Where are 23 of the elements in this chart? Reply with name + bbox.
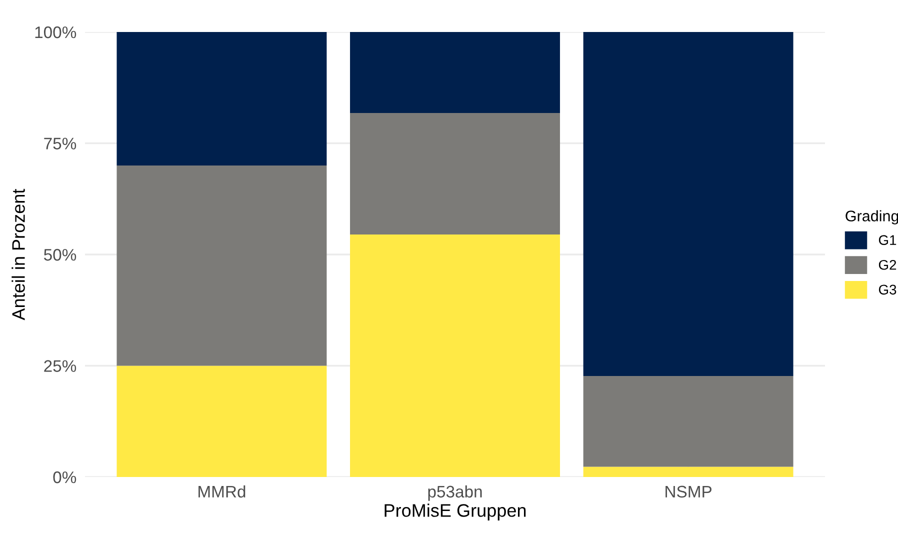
y-tick-label: 75% [44, 138, 76, 150]
y-tick-label: 25% [44, 360, 76, 372]
x-tick-label: NSMP [666, 486, 712, 498]
legend-label: G1 [878, 235, 896, 245]
bar [583, 466, 794, 477]
y-tick-label: 50% [44, 248, 76, 261]
bar [583, 376, 794, 467]
x-axis-title: ProMisE Gruppen [384, 504, 526, 520]
legend-label: G3 [878, 284, 896, 295]
y-axis-title: Anteil in Prozent [12, 188, 25, 320]
bar [583, 32, 794, 376]
bar [116, 32, 327, 166]
x-tick-label: p53abn [428, 485, 482, 501]
y-tick-label: 0% [53, 471, 76, 484]
y-tick-label: 100% [35, 26, 76, 38]
bar [350, 112, 560, 234]
bar [116, 166, 327, 366]
bar [350, 32, 560, 113]
legend-label: G2 [878, 260, 896, 270]
bar [116, 366, 327, 477]
bar [350, 234, 560, 477]
legend-title: Grading [846, 210, 898, 224]
x-tick-label: MMRd [198, 485, 246, 498]
